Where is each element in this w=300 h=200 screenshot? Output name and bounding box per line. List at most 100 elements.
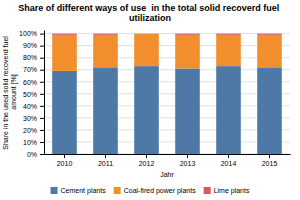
y-tick: 10% <box>23 139 44 146</box>
bars <box>52 34 282 154</box>
tick-label: 50% <box>23 91 37 98</box>
tick-mark <box>40 130 44 131</box>
tick-mark <box>40 58 44 59</box>
tick-label: 2014 <box>221 160 237 167</box>
y-axis: 0% 10% 20% 30% 40% 50% 60% 70% 80% 90% 100% <box>19 30 44 157</box>
bar <box>52 35 77 71</box>
tick-label: 100% <box>19 30 37 37</box>
title: Share of different ways of use in the to… <box>18 3 282 23</box>
bar <box>52 34 77 35</box>
tick-mark <box>64 154 65 158</box>
bar <box>257 35 282 68</box>
y-label: Share in the used solid recoverd fuel am… <box>2 34 18 150</box>
grid-line <box>44 105 290 106</box>
tick-mark <box>40 118 44 119</box>
y-label-line: amount [%] <box>10 74 18 109</box>
tick-label: 10% <box>23 139 37 146</box>
bar-series <box>52 34 282 71</box>
chart: 0% 10% 20% 30% 40% 50% 60% 70% 80% 90% 100% 2010 201… <box>0 0 300 200</box>
legend-item: Lime plants <box>204 187 250 195</box>
x-tick: 2011 <box>98 154 113 167</box>
tick-label: 40% <box>23 103 37 110</box>
title-line: utilization <box>129 13 171 23</box>
grid <box>44 34 290 154</box>
tick-mark <box>146 154 147 158</box>
y-tick: 20% <box>23 127 44 134</box>
x-tick: 2010 <box>57 154 73 167</box>
y-tick: 90% <box>23 42 44 49</box>
tick-label: 2010 <box>57 160 73 167</box>
tick-label: 2015 <box>262 160 278 167</box>
legend-label: Coal-fired power plants <box>124 187 196 195</box>
legend-swatch <box>204 187 211 194</box>
bar <box>134 33 159 34</box>
tick-label: 70% <box>23 66 37 73</box>
axis-line <box>45 154 291 155</box>
grid-line <box>44 129 290 130</box>
tick-mark <box>40 70 44 71</box>
tick-label: 0% <box>27 151 37 158</box>
bar-series <box>52 66 282 154</box>
tick-mark <box>40 142 44 143</box>
x-tick: 2014 <box>221 154 237 167</box>
tick-label: 80% <box>23 54 37 61</box>
tick-mark <box>40 82 44 83</box>
y-tick: 100% <box>19 30 44 37</box>
tick-mark <box>228 154 229 158</box>
bar <box>93 35 118 68</box>
tick-label: 90% <box>23 42 37 49</box>
bar <box>175 34 200 35</box>
tick-label: 2013 <box>180 160 196 167</box>
bar <box>134 66 159 154</box>
y-tick: 60% <box>23 79 44 86</box>
legend-swatch <box>114 187 121 194</box>
grid-line <box>44 93 290 94</box>
y-tick: 50% <box>23 91 44 98</box>
y-tick: 80% <box>23 54 44 61</box>
legend-label: Cement plants <box>61 187 107 195</box>
bar-series <box>52 34 282 35</box>
bar <box>134 34 159 67</box>
bar <box>216 34 241 35</box>
legend-swatch <box>51 187 58 194</box>
x-tick: 2015 <box>262 154 278 167</box>
bar <box>93 67 118 154</box>
y-tick: 30% <box>23 115 44 122</box>
y-label-line: Share in the used solid recoverd fuel <box>2 34 9 150</box>
grid-line <box>44 69 290 70</box>
legend-item: Cement plants <box>51 187 107 195</box>
x-tick: 2013 <box>180 154 196 167</box>
grid-line <box>44 141 290 142</box>
grid-line <box>44 33 290 34</box>
bar <box>175 35 200 69</box>
tick-mark <box>269 154 270 158</box>
tick-label: 2011 <box>98 160 113 167</box>
legend: Cement plants Coal-fired power plants Lime… <box>51 187 250 195</box>
bar <box>93 34 118 35</box>
x-tick: 2012 <box>139 154 155 167</box>
bar <box>52 71 77 154</box>
grid-line <box>44 154 290 155</box>
tick-mark <box>40 106 44 107</box>
axis-line <box>44 31 45 155</box>
y-tick: 40% <box>23 103 44 110</box>
tick-mark <box>40 94 44 95</box>
grid-line <box>44 81 290 82</box>
tick-mark <box>40 46 44 47</box>
bar <box>216 66 241 154</box>
tick-label: 60% <box>23 79 37 86</box>
legend-label: Lime plants <box>214 187 250 195</box>
bar <box>257 34 282 35</box>
y-tick: 0% <box>27 151 44 158</box>
tick-mark <box>105 154 106 158</box>
grid-line <box>44 57 290 58</box>
legend-item: Coal-fired power plants <box>114 187 196 195</box>
tick-label: 30% <box>23 115 37 122</box>
bar <box>175 69 200 154</box>
tick-label: 2012 <box>139 160 155 167</box>
x-label: Jahr <box>160 171 174 178</box>
title-line: Share of different ways of use in the to… <box>18 3 282 13</box>
tick-mark <box>40 34 44 35</box>
tick-mark <box>40 154 44 155</box>
grid-line <box>44 117 290 118</box>
